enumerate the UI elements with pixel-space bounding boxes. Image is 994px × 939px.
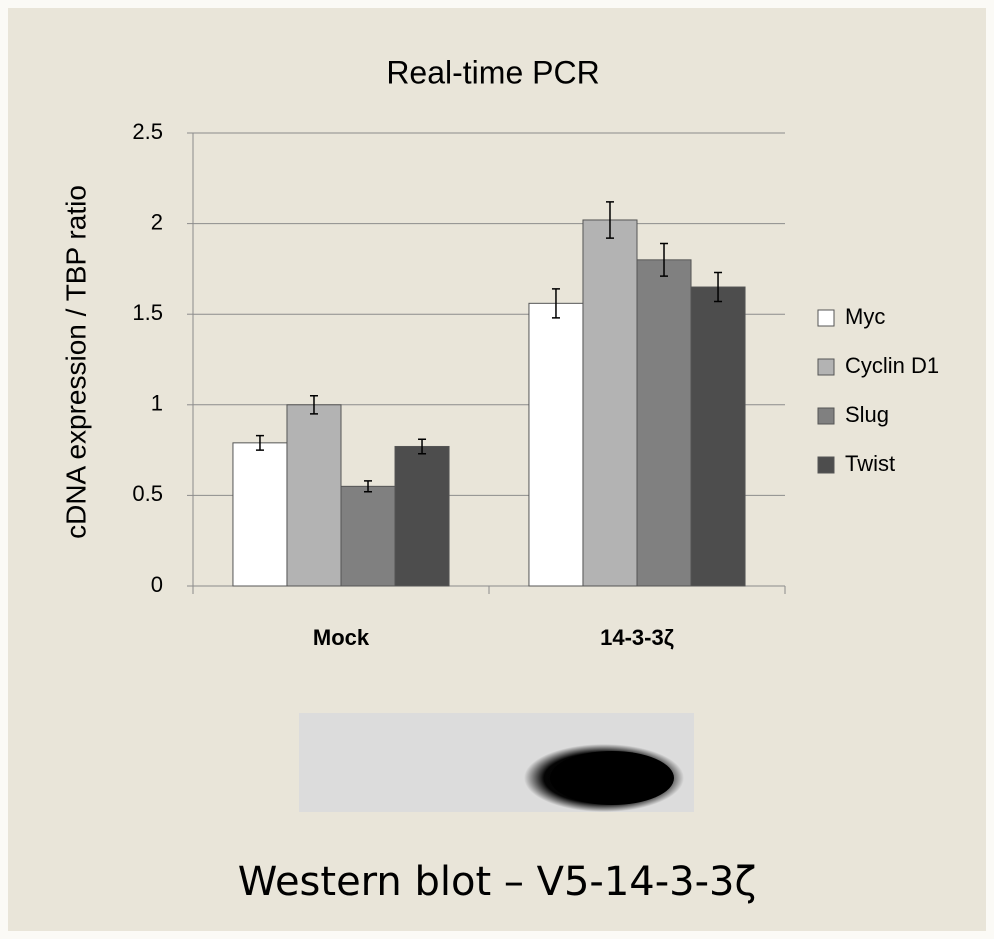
- y-tick-label: 2: [151, 209, 163, 234]
- x-tick-label: 14-3-3ζ: [600, 625, 674, 650]
- legend-label: Myc: [845, 304, 885, 329]
- legend-label: Slug: [845, 402, 889, 427]
- bar: [287, 405, 341, 586]
- y-tick-label: 0.5: [132, 481, 163, 506]
- chart-title: Real-time PCR: [386, 54, 599, 90]
- bar: [637, 260, 691, 586]
- legend-label: Twist: [845, 451, 895, 476]
- legend-swatch: [818, 359, 834, 375]
- legend-label: Cyclin D1: [845, 353, 939, 378]
- bar: [529, 303, 583, 586]
- bar: [233, 443, 287, 586]
- y-tick-label: 1: [151, 391, 163, 416]
- x-tick-label: Mock: [313, 625, 370, 650]
- bar: [691, 287, 745, 586]
- legend-swatch: [818, 310, 834, 326]
- legend-swatch: [818, 408, 834, 424]
- western-blot: [299, 713, 694, 812]
- figure-caption: Western blot – V5-14-3-3ζ: [238, 859, 757, 905]
- bar: [583, 220, 637, 586]
- y-tick-label: 1.5: [132, 300, 163, 325]
- y-tick-label: 0: [151, 572, 163, 597]
- y-tick-label: 2.5: [132, 119, 163, 144]
- bar: [341, 486, 395, 586]
- chart: Real-time PCR cDNA expression / TBP rati…: [0, 0, 994, 939]
- y-axis-label: cDNA expression / TBP ratio: [60, 185, 91, 539]
- bar: [395, 446, 449, 586]
- page: Real-time PCR cDNA expression / TBP rati…: [0, 0, 994, 939]
- legend-swatch: [818, 457, 834, 473]
